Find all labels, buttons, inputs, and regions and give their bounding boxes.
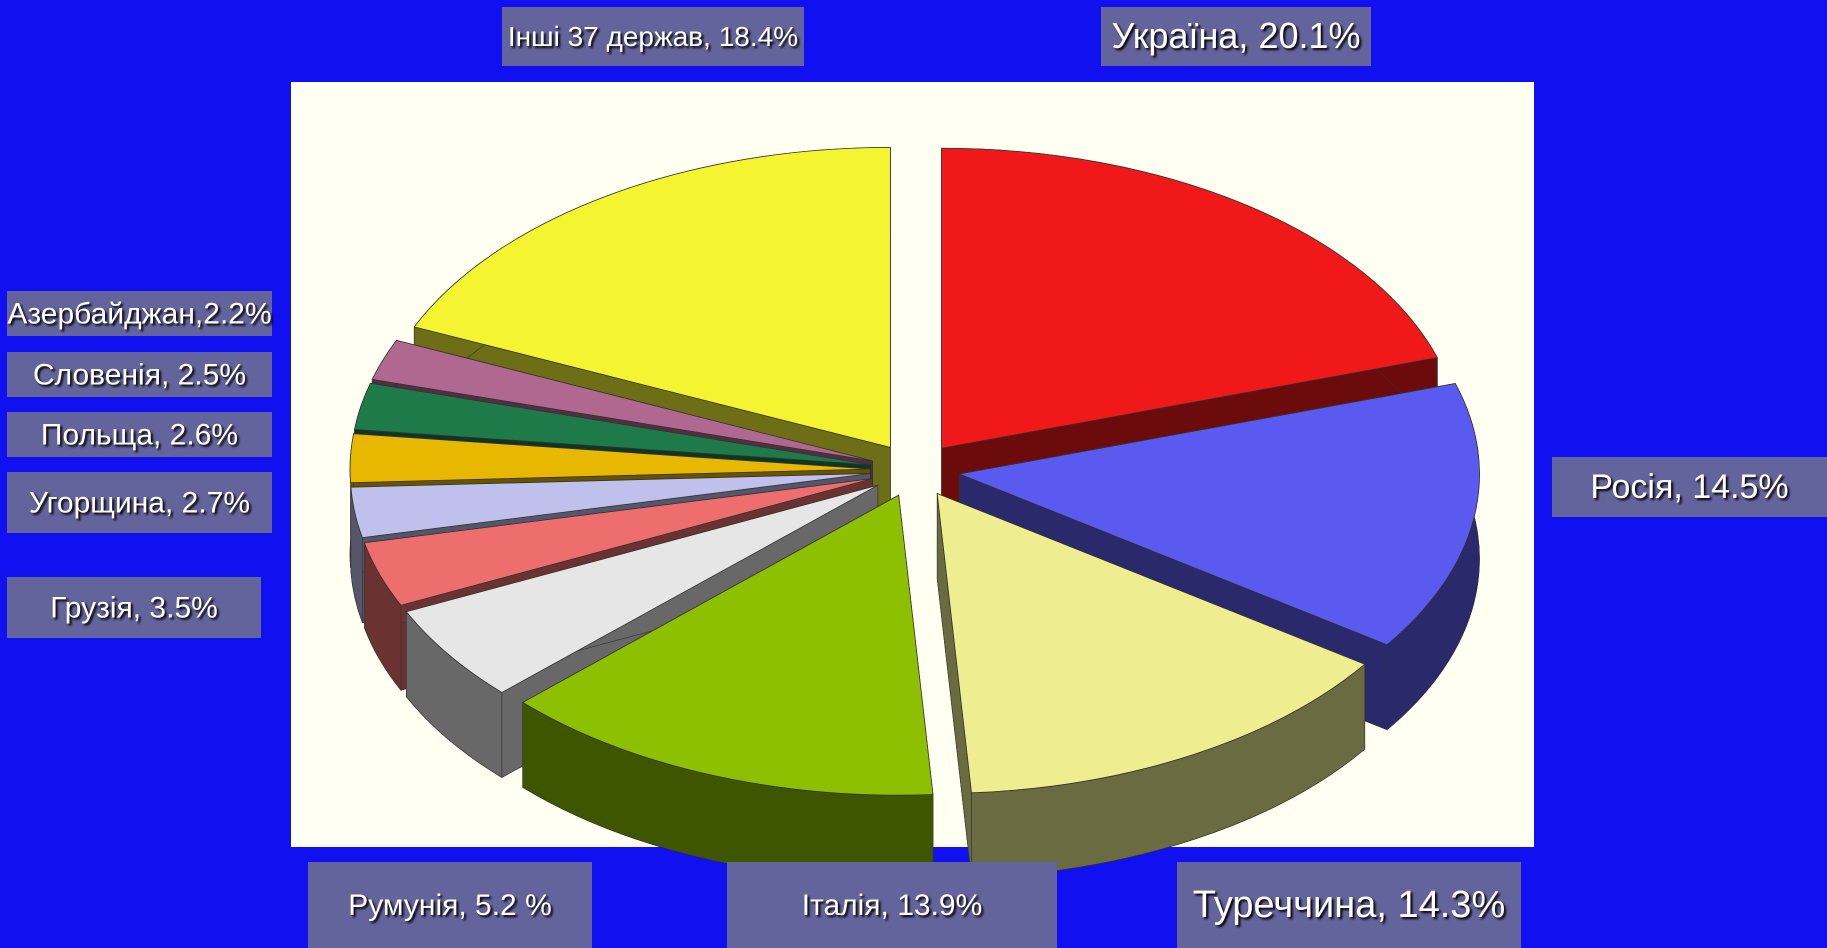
slice	[958, 383, 1480, 646]
slice-label: Італія, 13.9%	[802, 889, 983, 922]
slice-label: Румунія, 5.2 %	[348, 889, 552, 922]
slice	[936, 492, 1366, 794]
slice-label: Україна, 20.1%	[1111, 15, 1360, 56]
slice	[413, 146, 891, 448]
slice	[353, 382, 871, 466]
slice	[405, 484, 879, 693]
label-box	[7, 412, 272, 457]
slice-label: Росія, 14.5%	[1590, 468, 1788, 506]
slice-label: Словенія, 2.5%	[33, 358, 246, 391]
slice	[350, 473, 871, 539]
slice-label: Азербайджан,2.2%	[7, 297, 271, 330]
slice-label: Туреччина, 14.3%	[1193, 884, 1505, 926]
slice	[349, 433, 871, 484]
slice	[371, 339, 873, 462]
label-box	[7, 291, 272, 336]
label-box	[7, 352, 272, 397]
slice-label: Угорщина, 2.7%	[29, 486, 250, 519]
label-box	[1552, 457, 1827, 517]
slice	[521, 494, 934, 796]
slice	[941, 147, 1438, 449]
label-box	[1101, 7, 1371, 66]
label-box	[308, 862, 592, 948]
slice-label: Інші 37 держав, 18.4%	[508, 21, 798, 52]
label-box	[7, 577, 261, 638]
slice	[363, 478, 873, 606]
pie	[349, 146, 1480, 881]
label-box	[1177, 862, 1521, 948]
label-box	[7, 472, 272, 533]
labels: Україна, 20.1% Росія, 14.5% Туреччина, 14.…	[7, 7, 1827, 948]
label-box	[502, 7, 804, 66]
slice-label: Грузія, 3.5%	[50, 591, 218, 624]
label-box	[727, 862, 1057, 948]
slice-label: Польща, 2.6%	[41, 418, 238, 451]
